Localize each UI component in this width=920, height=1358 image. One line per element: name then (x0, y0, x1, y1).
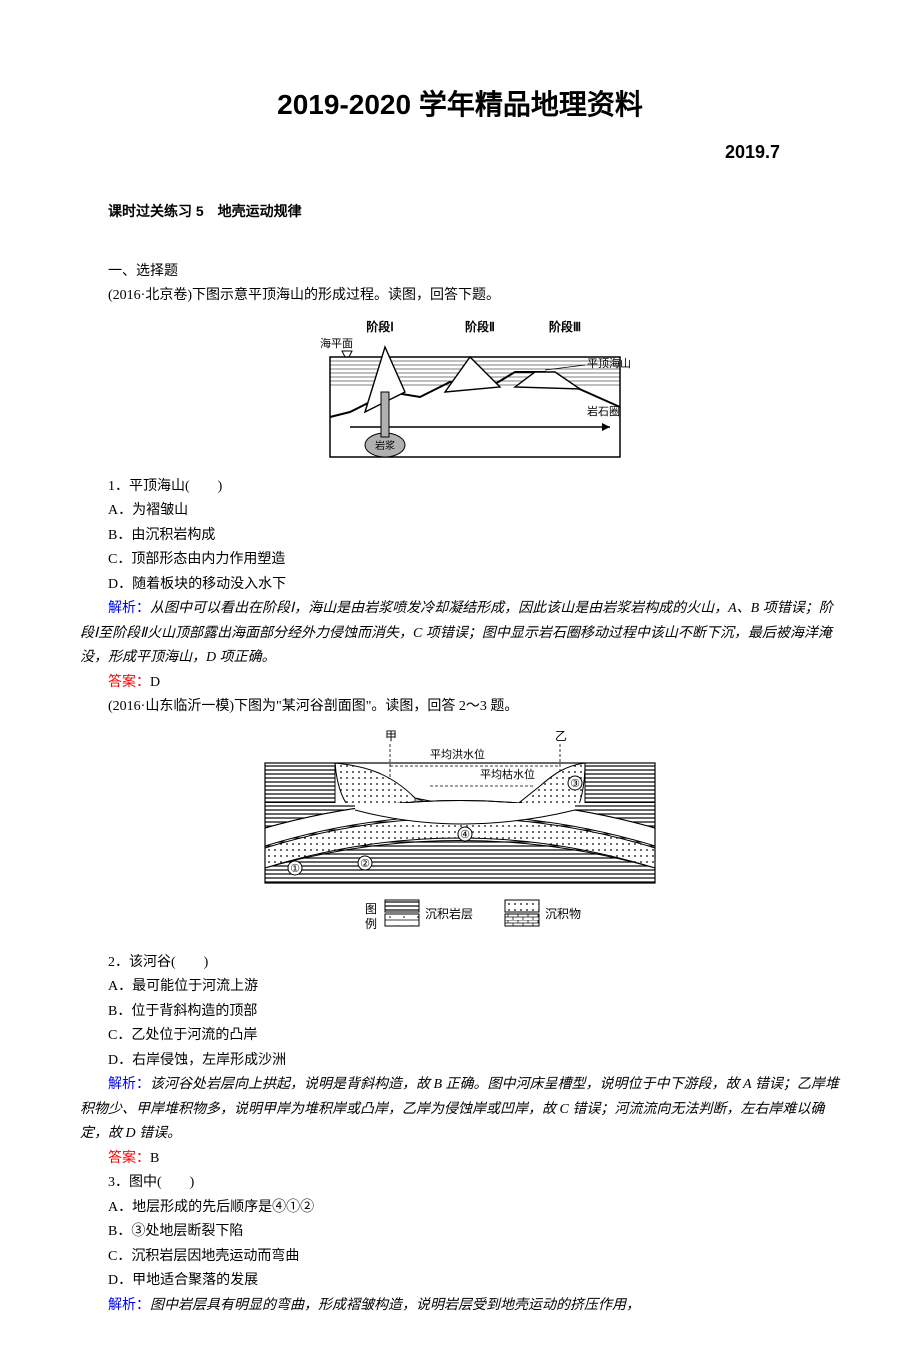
q1-analysis: 解析：从图中可以看出在阶段Ⅰ，海山是由岩浆喷发冷却凝结形成，因此该山是由岩浆岩构… (80, 597, 840, 671)
stage-label: 阶段Ⅱ (465, 319, 495, 334)
q1-option-c: C．顶部形态由内力作用塑造 (80, 548, 840, 573)
page-date: 2019.7 (80, 137, 840, 169)
svg-text:③: ③ (570, 778, 580, 790)
q2-option-b: B．位于背斜构造的顶部 (80, 1000, 840, 1025)
q1-option-d: D．随着板块的移动没入水下 (80, 573, 840, 598)
figure-seamount: 阶段Ⅰ 阶段Ⅱ 阶段Ⅲ 海平面 岩浆 平顶海山 (80, 317, 840, 467)
q3-option-d: D．甲地适合聚落的发展 (80, 1269, 840, 1294)
q2-option-d: D．右岸侵蚀，左岸形成沙洲 (80, 1049, 840, 1074)
answer-text: D (150, 675, 160, 690)
magma-conduit (381, 392, 389, 437)
stage-label: 阶段Ⅲ (549, 319, 581, 334)
q1-answer: 答案：D (80, 671, 840, 696)
analysis-text: 图中岩层具有明显的弯曲，形成褶皱构造，说明岩层受到地壳运动的挤压作用， (150, 1298, 640, 1313)
answer-label: 答案： (108, 1151, 150, 1166)
analysis-text: 从图中可以看出在阶段Ⅰ，海山是由岩浆喷发冷却凝结形成，因此该山是由岩浆岩构成的火… (80, 601, 833, 665)
answer-label: 答案： (108, 675, 150, 690)
q2-option-a: A．最可能位于河流上游 (80, 975, 840, 1000)
q2-stem: 2．该河谷( ) (80, 951, 840, 976)
q3-analysis: 解析：图中岩层具有明显的弯曲，形成褶皱构造，说明岩层受到地壳运动的挤压作用， (80, 1294, 840, 1319)
legend-item2: 沉积物 (545, 907, 581, 921)
analysis-label: 解析： (108, 1298, 150, 1313)
q3-option-b: B．③处地层断裂下陷 (80, 1220, 840, 1245)
sea-level-label: 海平面 (320, 336, 353, 350)
q2-answer: 答案：B (80, 1147, 840, 1172)
analysis-label: 解析： (108, 1077, 150, 1092)
figure-river-valley: 甲 乙 平均洪水位 平均枯水位 ① ② (80, 728, 840, 943)
svg-text:②: ② (360, 858, 370, 870)
answer-text: B (150, 1151, 159, 1166)
q2-3-intro: (2016·山东临沂一模)下图为"某河谷剖面图"。读图，回答 2～3 题。 (80, 695, 840, 720)
svg-text:①: ① (290, 863, 300, 875)
q2-option-c: C．乙处位于河流的凸岸 (80, 1024, 840, 1049)
practice-heading: 课时过关练习 5 地壳运动规律 (80, 199, 840, 224)
legend-item1: 沉积岩层 (425, 906, 473, 921)
label-yi: 乙 (555, 729, 567, 743)
q1-intro: (2016·北京卷)下图示意平顶海山的形成过程。读图，回答下题。 (80, 284, 840, 309)
q1-stem: 1．平顶海山( ) (80, 475, 840, 500)
legend-title-2: 例 (365, 917, 377, 931)
q3-option-c: C．沉积岩层因地壳运动而弯曲 (80, 1245, 840, 1270)
legend-title-1: 图 (365, 902, 377, 916)
page-title: 2019-2020 学年精品地理资料 (80, 80, 840, 129)
svg-text:④: ④ (460, 829, 470, 841)
lithosphere-label: 岩石圈 (587, 404, 620, 418)
flood-label: 平均洪水位 (430, 747, 485, 761)
q1-option-b: B．由沉积岩构成 (80, 524, 840, 549)
analysis-label: 解析： (108, 601, 150, 616)
section-heading: 一、选择题 (80, 260, 840, 285)
q1-option-a: A．为褶皱山 (80, 499, 840, 524)
magma-label: 岩浆 (375, 439, 395, 452)
label-jia: 甲 (385, 729, 397, 743)
q3-option-a: A．地层形成的先后顺序是④①② (80, 1196, 840, 1221)
analysis-text: 该河谷处岩层向上拱起，说明是背斜构造，故 B 正确。图中河床呈槽型，说明位于中下… (80, 1077, 839, 1141)
stage-label: 阶段Ⅰ (366, 319, 394, 334)
feature-label: 平顶海山 (587, 356, 630, 370)
dry-label: 平均枯水位 (480, 767, 535, 781)
q3-stem: 3．图中( ) (80, 1171, 840, 1196)
q2-analysis: 解析：该河谷处岩层向上拱起，说明是背斜构造，故 B 正确。图中河床呈槽型，说明位… (80, 1073, 840, 1147)
